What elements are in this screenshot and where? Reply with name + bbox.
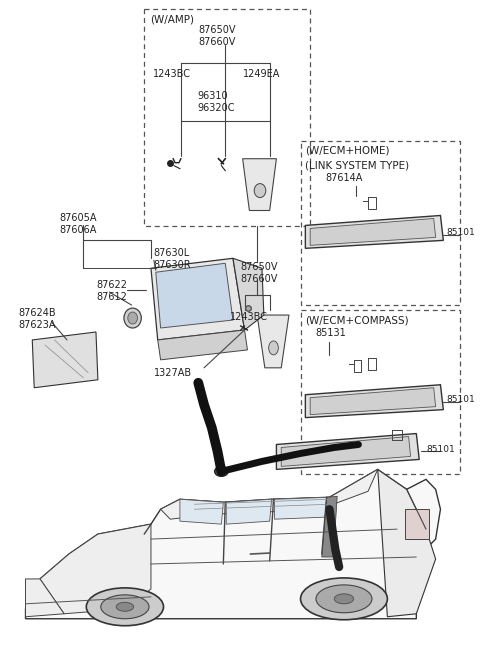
Bar bbox=[300, 141, 460, 305]
Polygon shape bbox=[257, 315, 289, 368]
Ellipse shape bbox=[269, 341, 278, 355]
Ellipse shape bbox=[254, 183, 266, 198]
Ellipse shape bbox=[86, 588, 164, 626]
Polygon shape bbox=[151, 259, 245, 340]
Text: (W/ECM+COMPASS): (W/ECM+COMPASS) bbox=[305, 315, 409, 325]
Polygon shape bbox=[161, 470, 378, 519]
Ellipse shape bbox=[101, 595, 149, 619]
Polygon shape bbox=[276, 434, 419, 470]
Ellipse shape bbox=[116, 602, 133, 611]
Text: (W/AMP): (W/AMP) bbox=[150, 14, 194, 24]
Polygon shape bbox=[40, 524, 151, 614]
Polygon shape bbox=[310, 388, 436, 415]
Polygon shape bbox=[322, 496, 337, 557]
Ellipse shape bbox=[316, 585, 372, 613]
Text: 85131: 85131 bbox=[315, 328, 346, 338]
Ellipse shape bbox=[334, 594, 354, 604]
Text: 87605A
87606A: 87605A 87606A bbox=[60, 214, 97, 235]
Text: 87622
87612: 87622 87612 bbox=[96, 280, 127, 302]
Text: 85101: 85101 bbox=[446, 395, 475, 404]
Polygon shape bbox=[25, 470, 441, 619]
Bar bbox=[405, 509, 429, 539]
Polygon shape bbox=[32, 332, 98, 388]
Polygon shape bbox=[305, 215, 444, 248]
Polygon shape bbox=[275, 498, 329, 519]
Ellipse shape bbox=[300, 578, 387, 620]
Polygon shape bbox=[226, 500, 272, 524]
Text: 85101: 85101 bbox=[446, 228, 475, 237]
Polygon shape bbox=[25, 579, 64, 617]
Text: 87614A: 87614A bbox=[325, 172, 363, 183]
Polygon shape bbox=[158, 330, 248, 360]
Ellipse shape bbox=[124, 308, 141, 328]
Text: 85101: 85101 bbox=[426, 445, 455, 454]
Bar bbox=[144, 9, 310, 227]
Ellipse shape bbox=[215, 466, 228, 476]
Text: 87650V
87660V: 87650V 87660V bbox=[199, 25, 236, 47]
Text: 1243BC: 1243BC bbox=[230, 312, 268, 322]
Polygon shape bbox=[242, 159, 276, 210]
Text: 87650V
87660V: 87650V 87660V bbox=[240, 263, 278, 284]
Polygon shape bbox=[233, 259, 264, 330]
Polygon shape bbox=[281, 436, 410, 466]
Text: 87624B
87623A: 87624B 87623A bbox=[19, 308, 56, 330]
Text: (LINK SYSTEM TYPE): (LINK SYSTEM TYPE) bbox=[305, 161, 409, 170]
Text: 1327AB: 1327AB bbox=[154, 368, 192, 378]
Polygon shape bbox=[378, 470, 436, 617]
Text: 87630L
87630R: 87630L 87630R bbox=[154, 248, 192, 270]
Text: 96310
96320C: 96310 96320C bbox=[197, 91, 235, 112]
Ellipse shape bbox=[128, 312, 137, 324]
Bar bbox=[300, 310, 460, 474]
Text: 1243BC: 1243BC bbox=[153, 69, 191, 79]
Text: 1249EA: 1249EA bbox=[242, 69, 280, 79]
Polygon shape bbox=[305, 385, 444, 418]
Polygon shape bbox=[156, 263, 233, 328]
Text: (W/ECM+HOME): (W/ECM+HOME) bbox=[305, 146, 390, 156]
Polygon shape bbox=[180, 500, 223, 524]
Polygon shape bbox=[310, 219, 436, 246]
